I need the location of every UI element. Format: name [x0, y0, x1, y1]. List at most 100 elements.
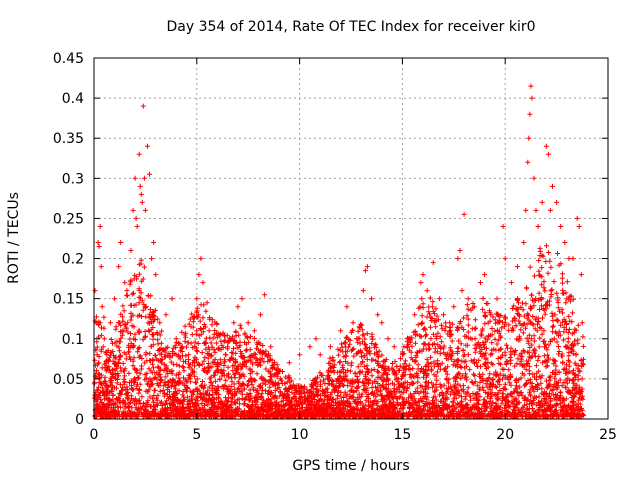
- data-point: [124, 288, 130, 294]
- data-point: [118, 240, 124, 245]
- data-point: [190, 360, 196, 366]
- data-point: [103, 368, 109, 374]
- data-point: [526, 135, 532, 141]
- data-point: [576, 224, 582, 229]
- data-point: [562, 240, 568, 245]
- x-tick-label: 25: [599, 427, 617, 443]
- x-tick-label: 20: [496, 427, 514, 443]
- data-point: [579, 320, 585, 326]
- data-point: [578, 272, 584, 278]
- x-axis-title: GPS time / hours: [292, 458, 409, 474]
- x-tick-label: 10: [291, 427, 309, 443]
- data-point: [239, 296, 245, 302]
- data-point: [99, 304, 105, 310]
- data-point: [521, 240, 527, 245]
- x-tick-label: 0: [90, 427, 99, 443]
- data-point: [482, 272, 488, 278]
- data-point: [478, 280, 483, 286]
- data-point: [356, 336, 362, 342]
- data-point: [133, 215, 139, 221]
- data-point: [554, 199, 560, 205]
- data-point: [151, 240, 157, 245]
- data-point: [107, 320, 113, 326]
- data-point: [525, 159, 531, 165]
- data-point: [574, 215, 580, 221]
- data-point: [142, 207, 148, 213]
- data-point: [531, 175, 537, 181]
- data-point: [494, 296, 500, 302]
- data-point: [350, 320, 356, 326]
- data-point: [488, 312, 494, 318]
- data-point: [245, 320, 251, 326]
- y-tick-label: 0: [75, 412, 84, 428]
- data-point: [157, 320, 163, 326]
- data-point: [163, 312, 169, 318]
- data-point: [169, 296, 175, 302]
- data-point: [98, 264, 104, 270]
- data-point: [206, 328, 212, 334]
- data-point: [539, 199, 545, 205]
- data-point: [141, 175, 147, 181]
- point-cloud: [92, 243, 587, 420]
- data-point: [502, 256, 508, 262]
- data-point: [179, 344, 185, 350]
- data-point: [500, 224, 506, 229]
- data-point: [194, 296, 200, 302]
- data-point: [136, 151, 142, 157]
- data-point: [527, 111, 533, 117]
- data-point: [137, 183, 143, 189]
- data-point: [362, 268, 368, 274]
- data-point: [140, 103, 146, 109]
- data-point: [122, 280, 128, 286]
- y-tick-label: 0.4: [62, 91, 84, 107]
- y-tick-label: 0.05: [53, 372, 84, 388]
- data-point: [424, 288, 430, 294]
- data-point: [570, 256, 576, 262]
- data-point: [418, 280, 424, 286]
- data-point: [471, 304, 477, 310]
- data-point: [523, 207, 529, 213]
- data-point: [153, 272, 159, 278]
- data-point: [455, 256, 461, 262]
- data-point: [313, 336, 319, 342]
- data-point: [307, 344, 313, 350]
- data-point: [96, 244, 102, 249]
- data-point: [235, 304, 241, 310]
- data-point: [149, 256, 155, 262]
- data-point: [465, 296, 471, 302]
- data-point: [508, 280, 514, 286]
- x-tick-label: 5: [192, 427, 201, 443]
- data-point: [547, 207, 553, 213]
- y-tick-label: 0.35: [53, 131, 84, 147]
- data-point: [145, 143, 150, 149]
- data-point: [139, 199, 145, 205]
- data-point: [529, 95, 535, 101]
- data-point: [338, 328, 344, 334]
- data-point: [344, 304, 350, 310]
- data-point: [94, 352, 100, 358]
- data-point: [391, 344, 397, 350]
- data-point: [204, 300, 210, 306]
- data-point: [130, 207, 136, 213]
- data-point: [95, 240, 101, 245]
- data-point: [369, 296, 375, 302]
- data-point: [441, 312, 446, 318]
- x-tick-label: 15: [393, 427, 411, 443]
- x-tick-labels: 0 5 10 15 20 25: [90, 427, 617, 443]
- data-point: [258, 312, 263, 318]
- data-point: [457, 248, 463, 253]
- data-point: [262, 292, 268, 298]
- data-point: [447, 320, 453, 326]
- data-point: [276, 368, 282, 374]
- data-point: [196, 272, 202, 278]
- data-point: [132, 175, 138, 181]
- y-tick-labels: 0 0.05 0.1 0.15 0.2 0.25 0.3 0.35 0.4 0.45: [53, 51, 84, 428]
- data-point: [533, 207, 539, 213]
- data-point: [251, 328, 257, 334]
- data-point: [138, 191, 144, 197]
- y-axis-title: ROTI / TECUs: [6, 192, 22, 284]
- data-point: [558, 224, 564, 229]
- data-point: [360, 288, 366, 294]
- data-point: [128, 248, 134, 253]
